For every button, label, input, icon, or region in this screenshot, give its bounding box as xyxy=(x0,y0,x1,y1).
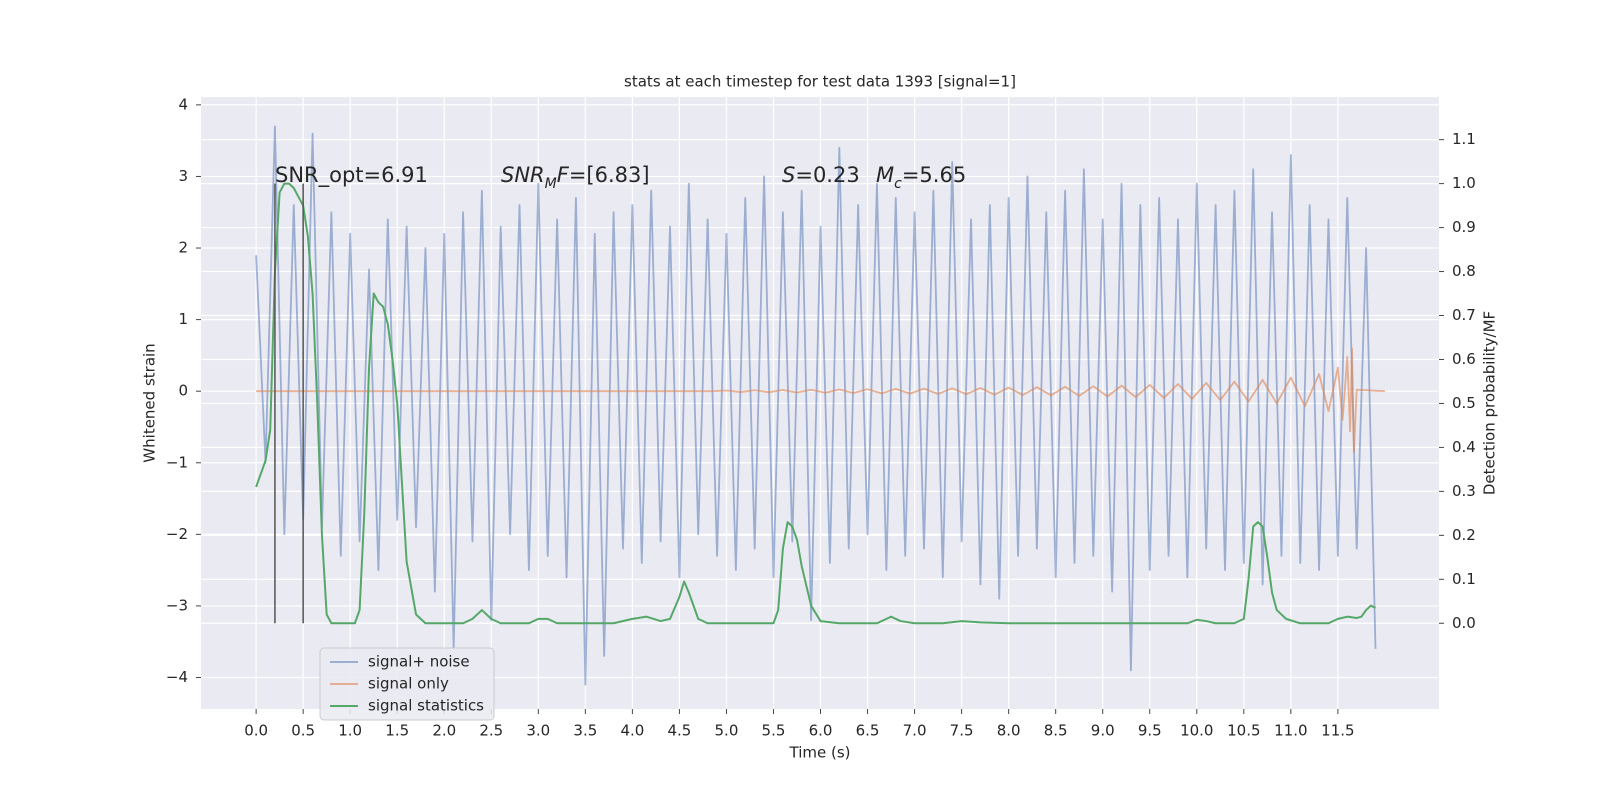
x-tick-label: 9.0 xyxy=(1091,722,1115,740)
x-tick-label: 10.0 xyxy=(1180,722,1213,740)
legend-label: signal statistics xyxy=(368,697,484,715)
x-tick-label: 10.5 xyxy=(1227,722,1260,740)
annotation-part: =0.23 xyxy=(795,163,859,187)
y2-tick-label: 1.1 xyxy=(1452,130,1476,148)
y-tick-label: −2 xyxy=(166,525,188,543)
y2-tick-label: 0.1 xyxy=(1452,570,1476,588)
x-tick-label: 8.0 xyxy=(997,722,1021,740)
y-tick-label: 1 xyxy=(178,310,188,328)
x-tick-label: 6.5 xyxy=(856,722,880,740)
x-tick-label: 2.5 xyxy=(479,722,503,740)
x-tick-label: 4.0 xyxy=(620,722,644,740)
annotation: SNR_opt=6.91 xyxy=(275,163,428,188)
x-tick-label: 0.0 xyxy=(244,722,268,740)
annotation-part: M xyxy=(876,163,894,187)
y-tick-label: −1 xyxy=(166,453,188,471)
y2-axis-label: Detection probability/MF xyxy=(1481,311,1499,495)
y-tick-label: −3 xyxy=(166,596,188,614)
annotation-part: SNR_opt=6.91 xyxy=(275,163,428,188)
x-tick-label: 7.0 xyxy=(903,722,927,740)
legend-label: signal only xyxy=(368,675,449,693)
series-line xyxy=(256,347,1385,453)
series-line xyxy=(255,182,1376,625)
x-tick-label: 5.0 xyxy=(715,722,739,740)
y2-tick-label: 0.0 xyxy=(1452,614,1476,632)
annotation-part: c xyxy=(894,176,902,192)
y2-tick-label: 0.7 xyxy=(1452,306,1476,324)
x-tick-label: 7.5 xyxy=(950,722,974,740)
y2-tick-label: 0.3 xyxy=(1452,482,1476,500)
annotation-part: =[6.83] xyxy=(569,163,650,187)
annotation-part: F xyxy=(557,163,570,187)
x-axis-label: Time (s) xyxy=(789,744,851,762)
annotation-part: S xyxy=(782,163,795,187)
y2-tick-label: 1.0 xyxy=(1452,174,1476,192)
x-tick-label: 1.0 xyxy=(338,722,362,740)
x-tick-label: 2.0 xyxy=(432,722,456,740)
x-tick-label: 11.0 xyxy=(1274,722,1307,740)
annotation-part: M xyxy=(545,176,557,192)
y2-tick-label: 0.4 xyxy=(1452,438,1476,456)
annotation: SNRMF=[6.83] xyxy=(501,163,650,192)
x-tick-label: 9.5 xyxy=(1138,722,1162,740)
x-tick-label: 3.5 xyxy=(573,722,597,740)
annotation: Mc=5.65 xyxy=(876,163,966,192)
x-tick-label: 5.5 xyxy=(762,722,786,740)
y-tick-label: 0 xyxy=(178,382,188,400)
x-tick-label: 8.5 xyxy=(1044,722,1068,740)
y2-tick-label: 0.6 xyxy=(1452,350,1476,368)
chart-title: stats at each timestep for test data 139… xyxy=(624,73,1016,91)
y2-tick-label: 0.5 xyxy=(1452,394,1476,412)
annotation-part: =5.65 xyxy=(902,163,966,187)
y2-tick-label: 0.2 xyxy=(1452,526,1476,544)
x-tick-label: 3.0 xyxy=(526,722,550,740)
x-tick-label: 6.0 xyxy=(809,722,833,740)
annotation: S=0.23 xyxy=(782,163,860,187)
y-tick-label: 2 xyxy=(178,239,188,257)
annotation-part: SNR xyxy=(501,163,545,187)
x-tick-label: 11.5 xyxy=(1321,722,1354,740)
legend-box xyxy=(319,647,495,721)
y2-tick-label: 0.9 xyxy=(1452,218,1476,236)
legend-label: signal+ noise xyxy=(368,653,470,671)
series-line xyxy=(255,125,1377,686)
x-tick-label: 1.5 xyxy=(385,722,409,740)
y-axis-label: Whitened strain xyxy=(141,343,159,462)
y-tick-label: −4 xyxy=(166,668,188,686)
y-tick-label: 4 xyxy=(178,95,188,113)
x-tick-label: 4.5 xyxy=(667,722,691,740)
y-tick-label: 3 xyxy=(178,167,188,185)
x-tick-label: 0.5 xyxy=(291,722,315,740)
y2-tick-label: 0.8 xyxy=(1452,262,1476,280)
